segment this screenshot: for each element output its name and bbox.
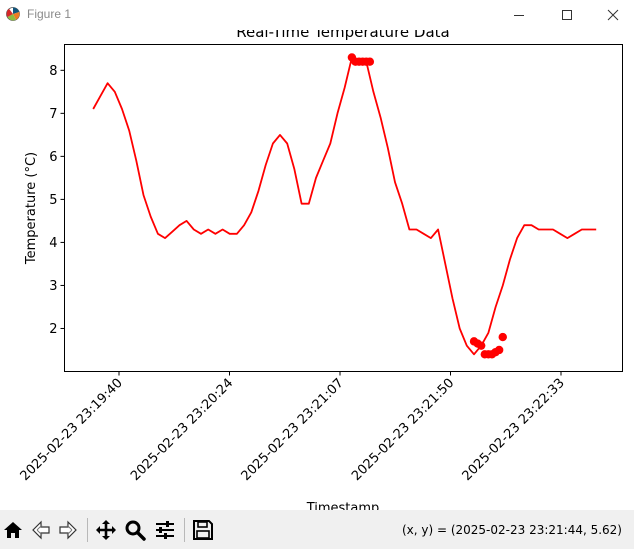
forward-button[interactable] (57, 519, 79, 541)
y-axis-label: Temperature (°C) (24, 152, 39, 265)
navigation-toolbar: (x, y) = (2025-02-23 23:21:44, 5.62) (0, 510, 634, 549)
arrow-left-icon (32, 520, 50, 540)
y-tick-label: 4 (49, 236, 57, 251)
maximize-button[interactable] (544, 0, 590, 30)
pan-button[interactable] (95, 519, 117, 541)
figure-canvas[interactable]: Real-Time Temperature Data 2 3 4 5 6 7 8 2025-… (0, 30, 634, 510)
x-axis-label: Timestamp (306, 501, 380, 510)
x-axis: 2025-02-23 23:19:40 2025-02-23 23:20:24 20… (18, 371, 568, 484)
arrow-right-icon (59, 520, 77, 540)
data-point-marker (477, 341, 486, 350)
minimize-icon (514, 15, 524, 16)
data-point-marker (498, 332, 507, 342)
window-title: Figure 1 (27, 7, 72, 21)
x-tick-label: 2025-02-23 23:20:24 (128, 376, 236, 484)
data-point-marker (365, 57, 375, 66)
x-tick-label: 2025-02-23 23:22:33 (460, 376, 568, 484)
y-tick-label: 8 (49, 64, 57, 79)
maximize-icon (562, 10, 572, 20)
sliders-icon (156, 521, 174, 539)
zoom-button[interactable] (124, 519, 146, 541)
y-tick-label: 5 (49, 193, 57, 208)
move-icon (96, 520, 116, 540)
plot-area (64, 44, 623, 372)
temperature-series-line (92, 56, 597, 356)
x-tick-label: 2025-02-23 23:21:50 (349, 376, 457, 484)
magnifier-icon (125, 520, 146, 541)
data-point-marker (494, 345, 504, 355)
y-tick-label: 6 (49, 150, 57, 165)
toolbar-separator (184, 518, 185, 542)
home-button[interactable] (2, 519, 24, 541)
x-tick-label: 2025-02-23 23:21:07 (239, 376, 347, 484)
chart-title: Real-Time Temperature Data (236, 30, 449, 41)
minimize-button[interactable] (496, 0, 542, 30)
toolbar-separator (87, 518, 88, 542)
y-tick-label: 3 (49, 279, 57, 294)
close-button[interactable] (590, 0, 634, 30)
close-icon (607, 9, 619, 21)
back-button[interactable] (30, 519, 52, 541)
temperature-line-chart: Real-Time Temperature Data 2 3 4 5 6 7 8 2025-… (18, 30, 623, 510)
configure-subplots-button[interactable] (154, 519, 176, 541)
matplotlib-logo-icon (6, 7, 20, 21)
highlight-markers (347, 53, 507, 359)
save-button[interactable] (192, 519, 214, 541)
y-tick-label: 7 (49, 107, 57, 122)
cursor-coordinates: (x, y) = (2025-02-23 23:21:44, 5.62) (401, 523, 622, 537)
window-titlebar: Figure 1 (0, 0, 634, 30)
floppy-disk-icon (193, 520, 213, 540)
x-tick-label: 2025-02-23 23:19:40 (18, 376, 126, 484)
home-icon (4, 522, 22, 538)
y-axis: 2 3 4 5 6 7 8 (49, 64, 65, 337)
y-tick-label: 2 (49, 322, 57, 337)
